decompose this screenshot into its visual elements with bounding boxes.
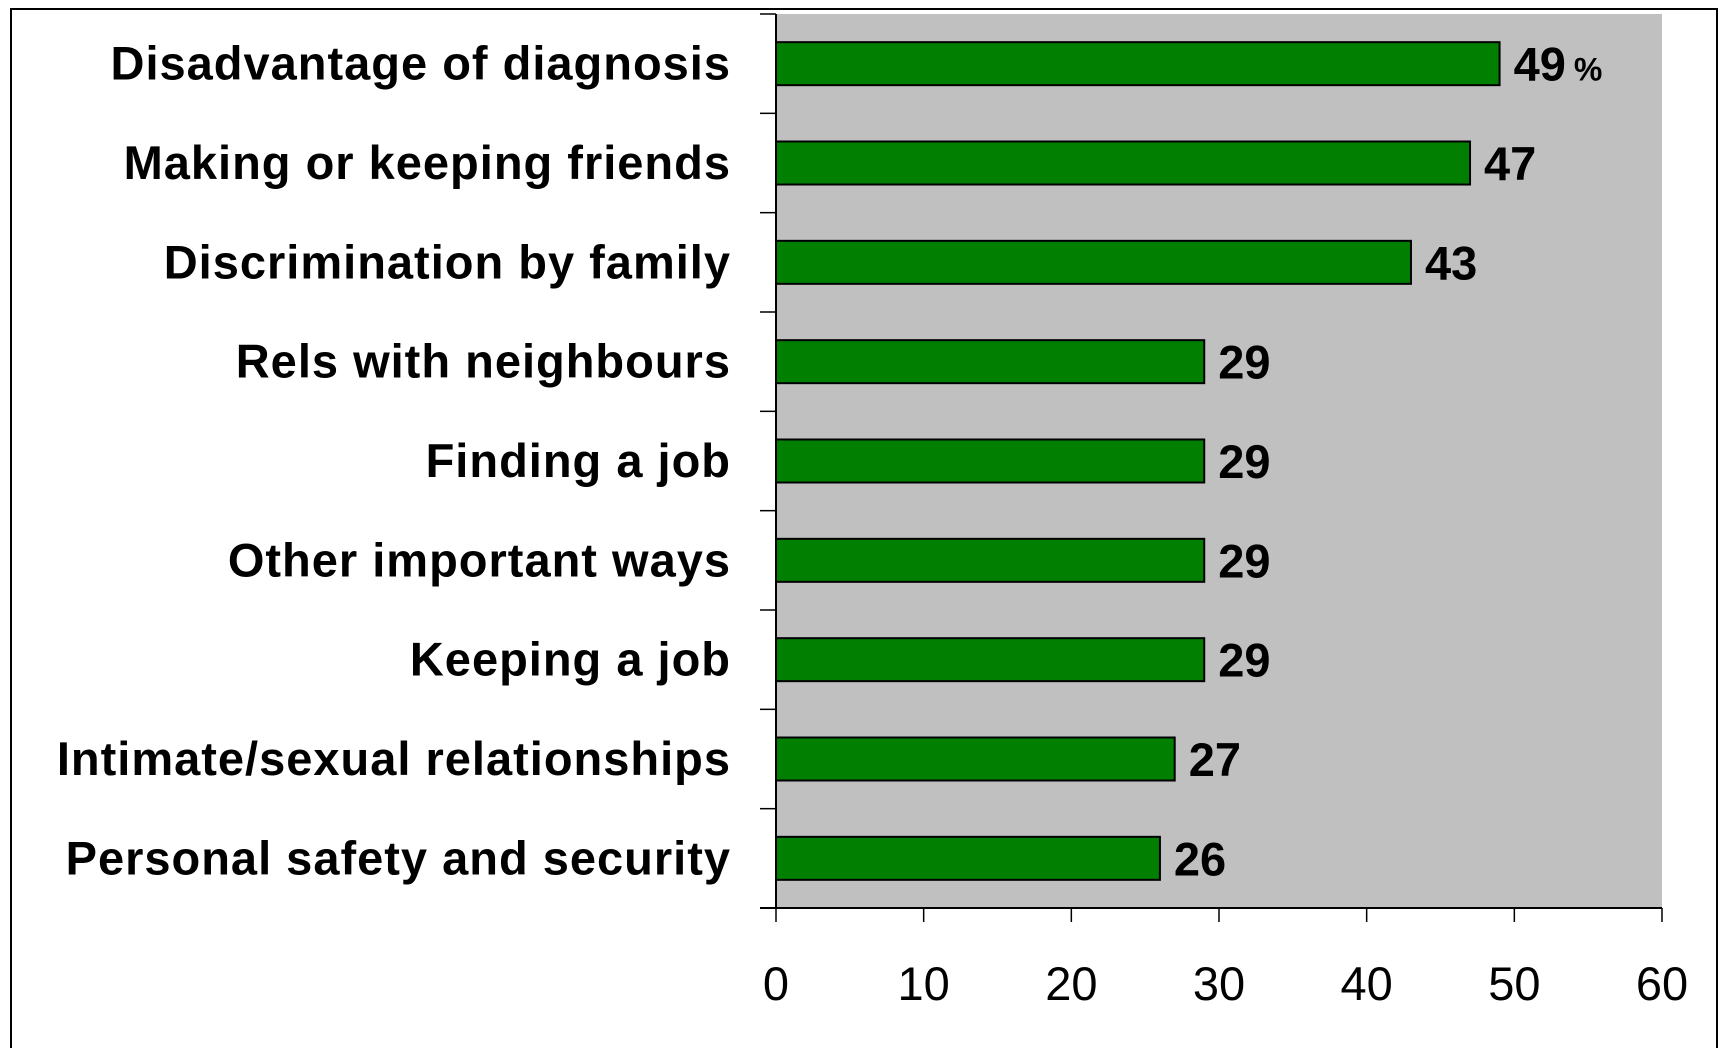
category-label: Finding a job — [426, 434, 731, 487]
category-label: Keeping a job — [410, 633, 731, 686]
bar — [775, 438, 1206, 484]
category-label: Disadvantage of diagnosis — [111, 37, 731, 90]
bar — [775, 637, 1206, 683]
y-axis — [760, 13, 777, 909]
bar — [775, 736, 1176, 782]
category-label: Rels with neighbours — [236, 335, 731, 388]
x-tick-label: 10 — [898, 957, 950, 1010]
category-label: Making or keeping friends — [124, 136, 731, 189]
bar — [775, 835, 1161, 881]
bar — [775, 339, 1206, 385]
bar — [775, 537, 1206, 583]
value-label: 29 — [1218, 634, 1270, 687]
value-label: 29 — [1218, 435, 1270, 488]
value-label: 29 — [1218, 336, 1270, 389]
bars — [775, 41, 1501, 881]
x-tick-label: 0 — [763, 957, 789, 1010]
x-tick-label: 20 — [1045, 957, 1097, 1010]
value-label: 47 — [1484, 137, 1536, 190]
category-labels: Disadvantage of diagnosis Making or keepi… — [57, 37, 731, 885]
category-label: Other important ways — [228, 533, 731, 586]
value-label: 29 — [1218, 534, 1270, 587]
x-axis — [760, 907, 1663, 922]
x-tick-label: 50 — [1488, 957, 1540, 1010]
value-label: 26 — [1174, 832, 1226, 885]
value-label: 43 — [1425, 236, 1477, 289]
x-tick-labels: 0 10 20 30 40 50 60 — [763, 957, 1688, 1010]
category-label: Discrimination by family — [164, 235, 731, 288]
chart-frame — [10, 8, 1718, 1048]
category-label: Intimate/sexual relationships — [57, 732, 731, 785]
x-tick-label: 30 — [1193, 957, 1245, 1010]
value-label: 27 — [1189, 733, 1241, 786]
x-tick-label: 60 — [1636, 957, 1688, 1010]
bar — [775, 41, 1501, 87]
unit-label: % — [1574, 52, 1602, 88]
bar — [775, 140, 1472, 186]
bar — [775, 239, 1412, 285]
x-tick-label: 40 — [1341, 957, 1393, 1010]
category-label: Personal safety and security — [66, 831, 731, 884]
